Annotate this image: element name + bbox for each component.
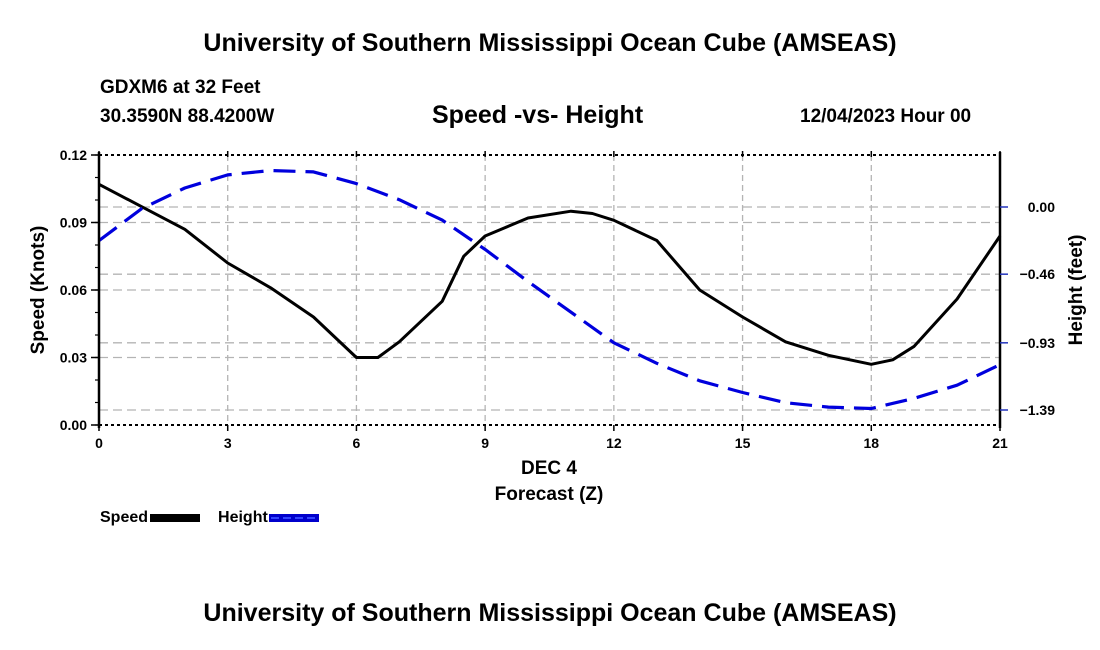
x-axis-date-label: DEC 4 [521,458,577,479]
x-tick-label: 9 [481,435,489,451]
y-tick-label: 0.00 [60,417,87,433]
y-tick-label: 0.06 [60,282,87,298]
chart-title: Speed -vs- Height [432,101,644,129]
grid [99,155,1000,425]
legend-height-label: Height [218,509,268,526]
legend-speed-swatch [150,514,201,522]
y2-tick-label: 0.00 [1028,199,1055,215]
x-tick-label: 6 [353,435,361,451]
main-title: University of Southern Mississippi Ocean… [203,29,897,57]
x-tick-label: 15 [735,435,751,451]
station-label: GDXM6 at 32 Feet [100,77,261,98]
series-speed-line [98,182,1002,366]
legend: Speed Height [100,509,319,527]
x-tick-label: 0 [95,435,103,451]
coordinates-label: 30.3590N 88.4200W [100,106,275,127]
x-tick-label: 18 [863,435,879,451]
x-tick-label: 3 [224,435,232,451]
series-height-line [98,168,1001,411]
y2-tick-label: −0.46 [1020,266,1056,282]
y-tick-label: 0.03 [60,350,87,366]
y2-tick-label: −0.93 [1020,335,1056,351]
legend-speed-label: Speed [100,509,149,526]
x-tick-label: 21 [992,435,1008,451]
x-axis-title: Forecast (Z) [495,484,604,505]
x-tick-label: 12 [606,435,622,451]
y2-tick-label: −1.39 [1020,402,1056,418]
legend-height-swatch [268,514,319,522]
series [98,168,1002,411]
footer-title: University of Southern Mississippi Ocean… [203,599,897,627]
y-tick-label: 0.09 [60,215,87,231]
y-axis-title: Speed (Knots) [28,226,49,355]
axes: 0 3 6 9 12 15 18 21 0.00 0.03 0.06 0.09 0.12 0.00 −0.4… [60,147,1055,451]
y2-axis-title: Height (feet) [1066,235,1087,346]
datetime-label: 12/04/2023 Hour 00 [800,106,972,127]
y-tick-label: 0.12 [60,147,87,163]
